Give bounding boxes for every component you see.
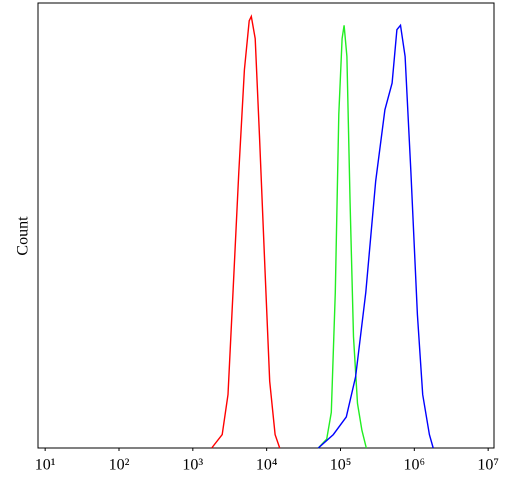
x-tick-label: 10⁷ <box>477 457 499 474</box>
x-tick-label: 10¹ <box>35 457 56 474</box>
histogram-line <box>317 23 434 449</box>
x-tick-label: 10³ <box>182 457 203 474</box>
plot-frame <box>37 2 495 449</box>
y-axis-label: Count <box>15 216 32 256</box>
x-tick-label: 10⁵ <box>330 457 352 474</box>
x-tick-label: 10² <box>109 457 130 474</box>
histogram-line <box>317 25 367 449</box>
x-tick-label: 10⁶ <box>404 457 426 474</box>
histogram-line <box>211 14 281 449</box>
x-tick-label: 10⁴ <box>256 457 278 474</box>
